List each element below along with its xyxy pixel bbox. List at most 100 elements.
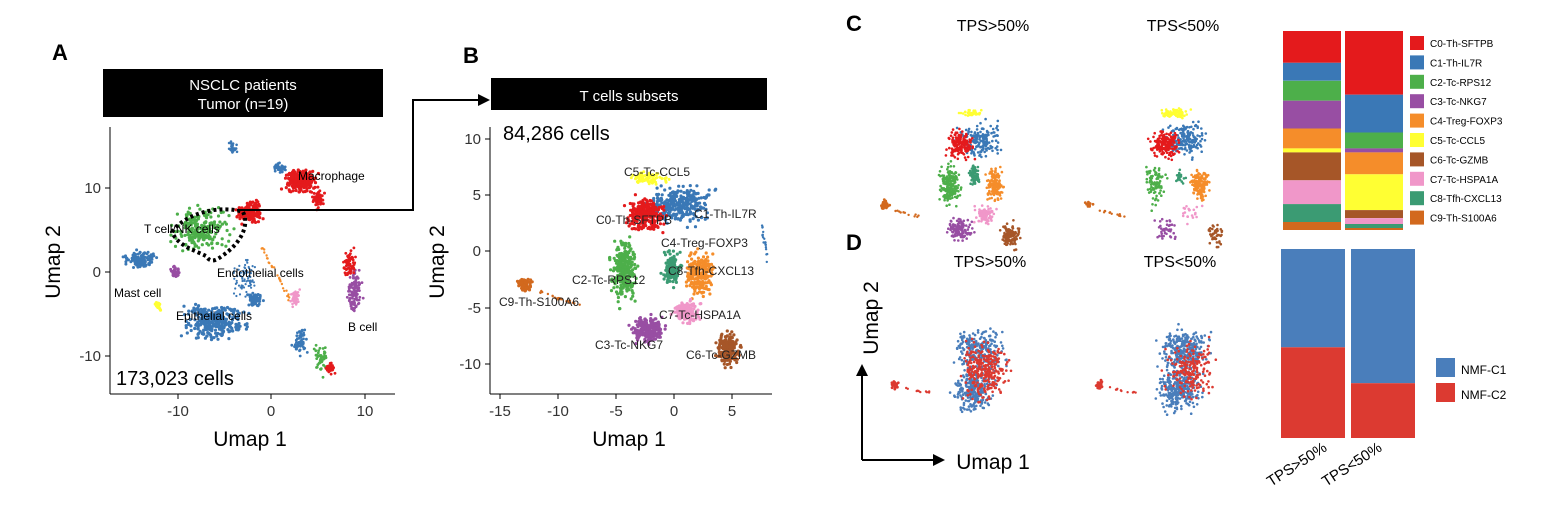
cluster-pink xyxy=(289,288,302,309)
panel-c-bar-segment xyxy=(1283,31,1341,63)
panel-c-bar-segment xyxy=(1283,204,1341,222)
cluster-c6 xyxy=(1207,223,1224,249)
label-c1: C1-Th-IL7R xyxy=(694,207,757,221)
panel-b-ytick-label: -5 xyxy=(468,300,481,317)
panel-d-umap-tps-high xyxy=(890,327,1013,414)
panel-c-bar-segment xyxy=(1345,132,1403,149)
panel-a-header-line1: NSCLC patients xyxy=(189,77,297,94)
panel-b-xtick-label: -10 xyxy=(547,403,569,420)
label-c2: C2-Tc-RPS12 xyxy=(572,273,646,287)
cluster-c2 xyxy=(1145,165,1169,212)
cluster-b-cell xyxy=(345,266,365,313)
streak-c9 xyxy=(539,289,581,306)
panel-d-bar-label-high: TPS>50% xyxy=(1264,439,1330,490)
panel-a-header xyxy=(103,69,383,117)
nmf-c2-island xyxy=(890,380,900,391)
panel-c-legend-swatch xyxy=(1410,55,1424,70)
scatter-blue-cloud xyxy=(232,258,256,298)
cluster-c9 xyxy=(880,198,892,210)
panel-c-legend-label: C9-Th-S100A6 xyxy=(1430,214,1497,225)
panel-c-bar-segment xyxy=(1283,100,1341,129)
panel-c-bar-segment xyxy=(1283,180,1341,205)
panel-a-ytick-label: 0 xyxy=(93,264,101,281)
cluster-c5 xyxy=(629,170,671,186)
panel-c-umap-tps-low xyxy=(1083,107,1224,249)
panel-b-header xyxy=(491,78,767,110)
nmf-c2-island xyxy=(1094,378,1104,390)
panel-letter-d: D xyxy=(846,230,862,255)
streak-c9 xyxy=(1098,209,1126,218)
cluster-red-lower xyxy=(324,361,337,376)
panel-d-legend-swatch xyxy=(1436,383,1455,402)
connector-arrow xyxy=(237,94,490,211)
label-endothelial-cells: Endothelial cells xyxy=(217,266,304,280)
cluster-t-nk xyxy=(169,203,236,253)
panel-c-legend-label: C7-Tc-HSPA1A xyxy=(1430,175,1498,186)
panel-c-bar-segment xyxy=(1345,148,1403,153)
cluster-b-cell-red xyxy=(342,246,357,277)
cluster-c3 xyxy=(627,312,668,346)
panel-d-legend: NMF-C1 NMF-C2 xyxy=(1436,358,1507,402)
panel-letter-c: C xyxy=(846,11,862,36)
panel-a-umap-scatter xyxy=(121,140,365,379)
cluster-c0 xyxy=(944,127,977,162)
panel-b-header-text: T cells subsets xyxy=(580,88,679,105)
panel-c-legend-swatch xyxy=(1410,133,1424,147)
streak-nmf-c2 xyxy=(1108,386,1137,394)
streak-c1-right xyxy=(760,224,769,264)
label-c0: C0-Th-SFTPB xyxy=(596,213,672,227)
panel-c-bar-segment xyxy=(1345,210,1403,219)
panel-a-cell-count: 173,023 cells xyxy=(116,368,234,390)
panel-b-umap-scatter xyxy=(515,170,769,370)
streak-c9 xyxy=(894,209,920,219)
cluster-c5 xyxy=(1160,107,1193,120)
panel-c-bar-segment xyxy=(1283,128,1341,149)
panel-a-xlabel: Umap 1 xyxy=(213,428,287,451)
panel-c-legend: C0-Th-SFTPB C1-Th-IL7R C2-Tc-RPS12 C3-Tc-NK… xyxy=(1410,36,1503,225)
panel-c-legend-swatch xyxy=(1410,152,1424,167)
panel-b-cell-count: 84,286 cells xyxy=(503,123,610,145)
panel-c-bar-segment xyxy=(1345,152,1403,175)
panel-d-bar-label-low: TPS<50% xyxy=(1319,439,1385,490)
cluster-blue-top xyxy=(227,140,239,154)
cluster-c4 xyxy=(984,165,1005,203)
panel-c-legend-label: C2-Tc-RPS12 xyxy=(1430,78,1492,89)
panel-b-ytick-label: 10 xyxy=(464,131,481,148)
connector-arrowhead xyxy=(478,94,490,106)
panel-b-xtick-label: 5 xyxy=(728,403,736,420)
panel-c-umap-tps-high xyxy=(880,108,1022,252)
cluster-epithelial-side xyxy=(246,291,265,308)
cluster-c9 xyxy=(1083,200,1095,208)
panel-c-legend-swatch xyxy=(1410,94,1424,109)
panel-c-legend-swatch xyxy=(1410,171,1424,186)
panel-a-header-line2: Tumor (n=19) xyxy=(198,96,289,113)
panel-letter-a: A xyxy=(52,40,68,65)
panel-d-bar-segment xyxy=(1351,249,1415,384)
cluster-c9 xyxy=(515,277,534,293)
panel-b-xtick-label: -15 xyxy=(489,403,511,420)
panel-c-bar-segment xyxy=(1345,31,1403,95)
panel-a-xtick-label: 0 xyxy=(267,403,275,420)
label-b-cell: B cell xyxy=(348,320,377,334)
cluster-c6 xyxy=(998,219,1022,252)
panel-d-legend-swatch xyxy=(1436,358,1455,377)
label-mast-cell: Mast cell xyxy=(114,286,161,300)
cluster-c2 xyxy=(937,160,963,208)
panel-c-stacked-bars xyxy=(1283,31,1403,230)
panel-d-legend-label: NMF-C2 xyxy=(1461,388,1507,402)
cluster-c0 xyxy=(622,193,669,235)
label-c9: C9-Th-S100A6 xyxy=(499,295,579,309)
label-c3: C3-Tc-NKG7 xyxy=(595,338,663,352)
cluster-c8 xyxy=(967,164,981,186)
panel-c-legend-swatch xyxy=(1410,74,1424,89)
panel-b-ytick-label: -10 xyxy=(459,356,481,373)
panel-c-bar-segment xyxy=(1283,222,1341,230)
panel-c-legend-swatch xyxy=(1410,191,1424,206)
cluster-c7 xyxy=(973,204,998,226)
cluster-macrophage-tail xyxy=(310,185,326,212)
panel-c-legend-label: C3-Tc-NKG7 xyxy=(1430,97,1487,108)
nmf-c2-points xyxy=(959,337,1013,404)
panel-d-legend-label: NMF-C1 xyxy=(1461,363,1507,377)
cluster-mast xyxy=(153,301,163,312)
panel-c-bar-segment xyxy=(1345,94,1403,133)
